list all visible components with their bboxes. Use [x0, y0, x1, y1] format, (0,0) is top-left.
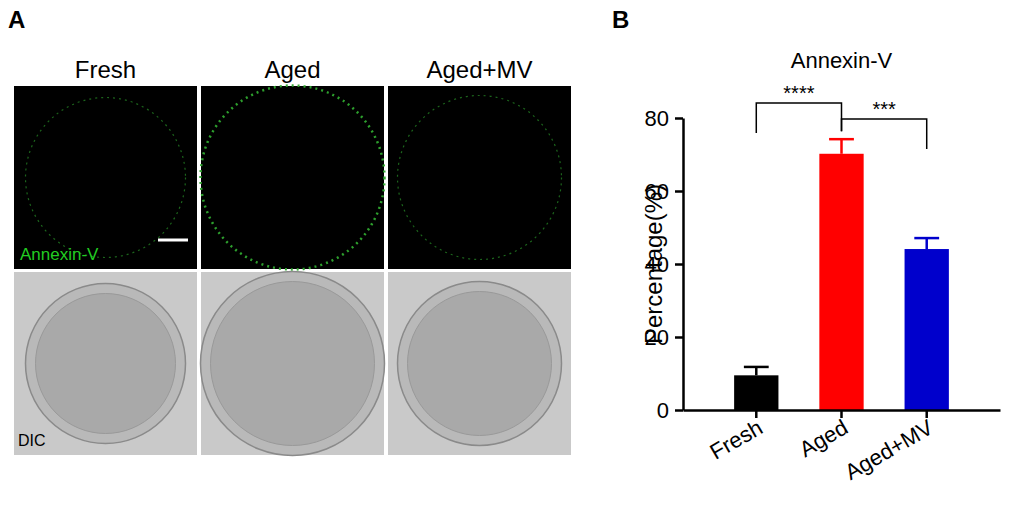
- oocyte-dic: [26, 284, 186, 444]
- y-tick-label: 0: [657, 398, 669, 423]
- panel-label: A: [8, 6, 25, 33]
- image-fluorescence: [201, 86, 384, 269]
- y-tick-label: 80: [645, 106, 669, 131]
- error-bar-stem: [840, 139, 843, 154]
- error-bar: [914, 238, 939, 249]
- row-label: Annexin-V: [20, 245, 99, 264]
- x-tick-label: Aged+MV: [841, 415, 938, 485]
- oocyte-outline: [201, 86, 385, 270]
- row-label: DIC: [18, 432, 46, 449]
- bar: [819, 154, 863, 410]
- scale-bar: [158, 239, 188, 242]
- oocyte-outline: [26, 98, 186, 258]
- oocyte-dic: [398, 282, 562, 446]
- significance-bracket: [842, 119, 927, 149]
- y-tick: 80: [645, 106, 683, 131]
- significance-bracket: [756, 103, 841, 133]
- error-bar-cap: [829, 138, 854, 141]
- image-dic: [388, 272, 571, 455]
- x-tick-label: Fresh: [706, 415, 767, 465]
- figure: ABFreshAgedAged+MVAnnexin-VDIC020406080F…: [0, 0, 1020, 515]
- image-fluorescence: [388, 86, 571, 269]
- x-tick: Fresh: [706, 410, 767, 464]
- y-tick-mark: [675, 190, 683, 193]
- image-fluorescence: [14, 86, 197, 269]
- error-bar-cap: [744, 366, 769, 369]
- error-bar-stem: [925, 238, 928, 249]
- oocyte-dic: [201, 272, 385, 456]
- plot-area: [734, 139, 949, 410]
- column-header: Aged+MV: [426, 56, 532, 83]
- oocyte-dic-inner: [36, 294, 176, 434]
- image-dic: [201, 272, 384, 455]
- y-tick-mark: [675, 336, 683, 339]
- significance-label: ****: [783, 82, 814, 104]
- column-header: Fresh: [75, 56, 136, 83]
- error-bar-cap: [914, 237, 939, 240]
- chart-title: Annexin-V: [791, 48, 893, 73]
- error-bar-stem: [755, 367, 758, 375]
- y-axis-title: Percentage(%): [640, 184, 667, 344]
- x-tick: Aged: [795, 410, 852, 462]
- panel-label: B: [612, 6, 629, 33]
- y-tick-mark: [675, 263, 683, 266]
- y-tick-mark: [675, 409, 683, 412]
- image-dic: [14, 272, 197, 455]
- bar: [734, 375, 778, 410]
- y-tick: 0: [657, 398, 683, 423]
- oocyte-dic-inner: [408, 292, 552, 436]
- x-axis: Fresh AgedAged+MV: [684, 410, 1001, 485]
- oocyte-dic-inner: [211, 282, 375, 446]
- x-tick: Aged+MV: [841, 410, 938, 485]
- error-bar: [829, 139, 854, 154]
- significance-label: ***: [872, 98, 896, 120]
- bar: [905, 249, 949, 410]
- x-tick-label: Aged: [795, 415, 852, 462]
- column-header: Aged: [264, 56, 320, 83]
- y-tick-mark: [675, 117, 683, 120]
- error-bar: [744, 367, 769, 375]
- oocyte-outline: [398, 96, 562, 260]
